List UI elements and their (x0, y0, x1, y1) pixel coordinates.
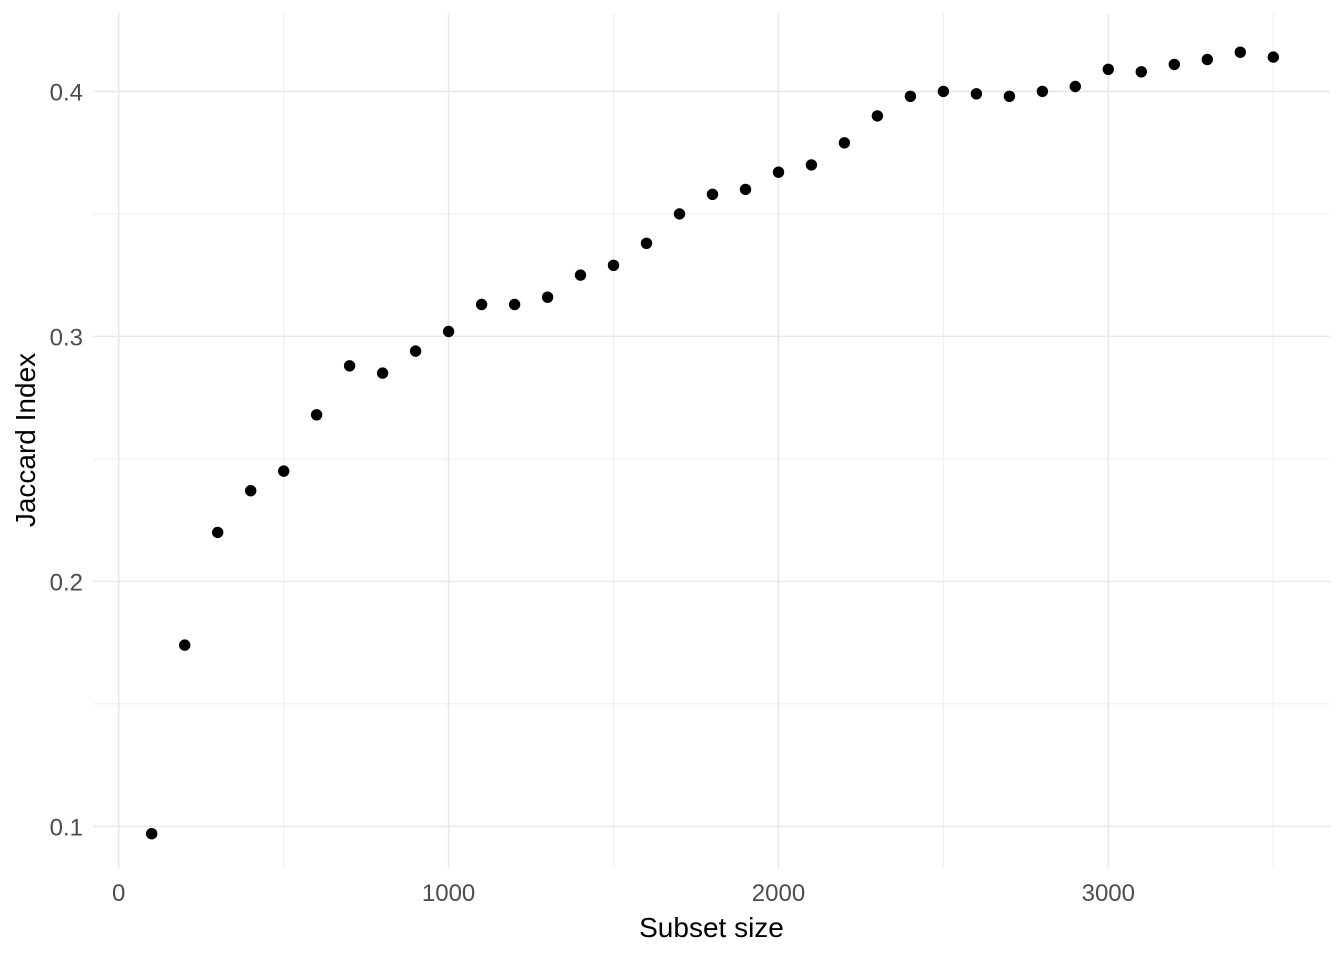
data-point (838, 137, 851, 149)
data-point (442, 325, 455, 338)
data-point (1234, 46, 1247, 58)
data-point (1168, 58, 1181, 71)
data-point (871, 110, 884, 122)
grid-major (93, 13, 1330, 868)
data-point (706, 188, 719, 200)
data-point (772, 166, 785, 178)
data-point (1102, 63, 1115, 75)
x-tick-label: 2000 (752, 880, 805, 907)
data-point (508, 298, 521, 311)
data-point (146, 828, 158, 840)
data-point (640, 237, 653, 249)
data-point (1003, 90, 1016, 103)
data-point (376, 367, 389, 379)
y-axis-title: Jaccard Index (10, 352, 41, 528)
data-point (673, 208, 686, 220)
data-point (541, 291, 554, 303)
x-tick-label: 1000 (422, 880, 475, 907)
data-point (1201, 53, 1214, 66)
data-point (904, 90, 917, 103)
y-tick-label: 0.2 (50, 569, 83, 596)
data-points (146, 46, 1280, 840)
y-tick-labels: 0.1 0.2 0.3 0.4 (50, 79, 83, 841)
y-tick-label: 0.1 (50, 814, 83, 841)
data-point (343, 360, 356, 372)
y-tick-label: 0.3 (50, 324, 83, 351)
data-point (607, 259, 620, 271)
data-point (278, 465, 290, 477)
data-point (805, 159, 818, 171)
x-tick-label: 3000 (1082, 880, 1135, 907)
data-point (1267, 51, 1280, 63)
data-point (179, 639, 191, 651)
data-point (475, 298, 488, 311)
x-axis-title: Subset size (639, 912, 784, 943)
x-tick-label: 0 (112, 880, 125, 907)
y-tick-label: 0.4 (50, 79, 83, 106)
data-point (212, 526, 224, 539)
data-point (739, 183, 752, 196)
data-point (245, 485, 257, 497)
data-point (1036, 85, 1049, 98)
x-tick-labels: 0 1000 2000 3000 (112, 880, 1135, 907)
grid-minor (93, 13, 1330, 868)
data-point (310, 409, 323, 421)
data-point (574, 269, 587, 281)
data-point (1069, 80, 1082, 93)
data-point (937, 85, 950, 98)
data-point (409, 345, 422, 357)
data-point (1135, 66, 1148, 78)
data-point (970, 88, 983, 100)
